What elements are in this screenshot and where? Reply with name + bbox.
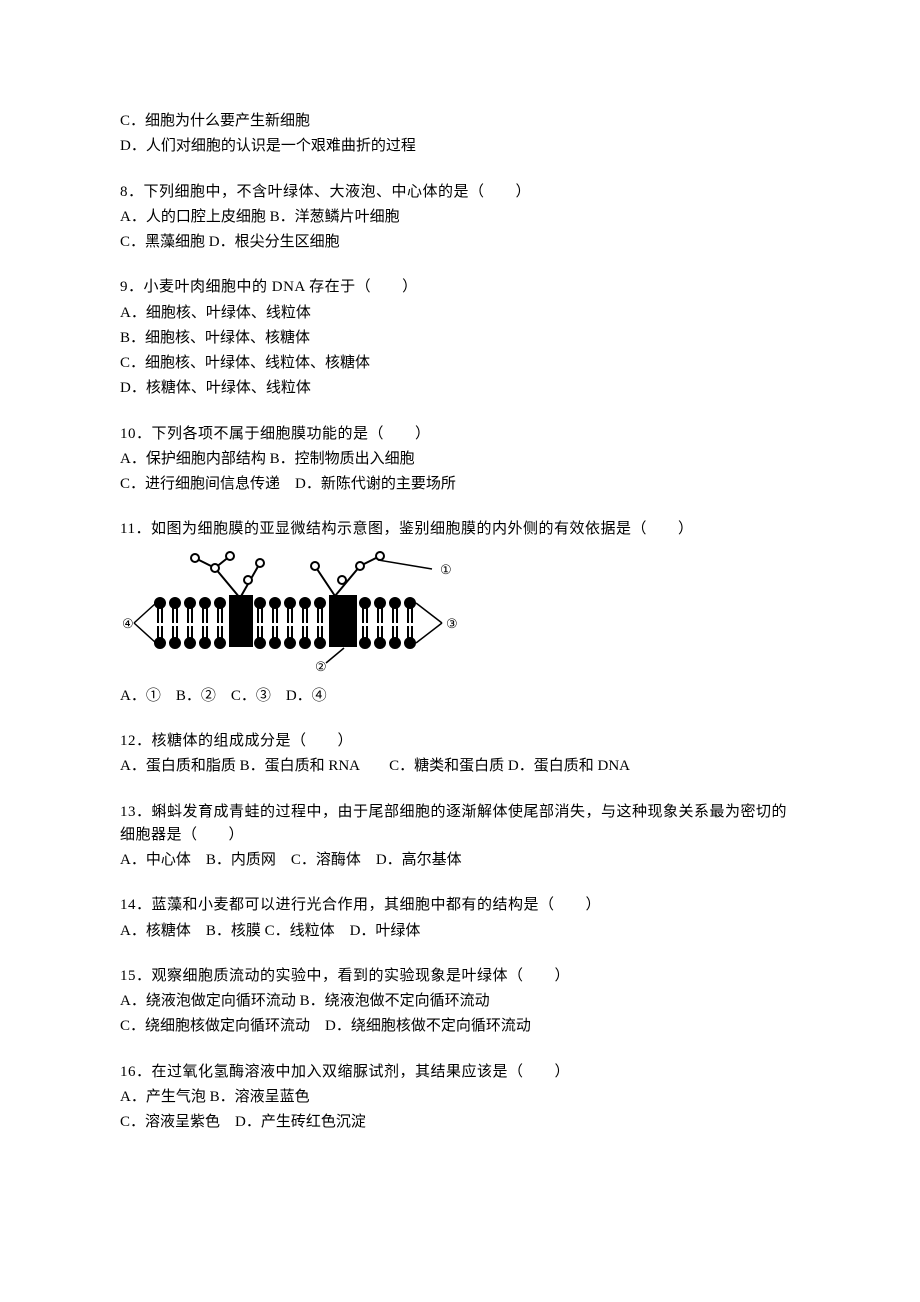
option-line: A．核糖体 B．核膜 C．线粒体 D．叶绿体 (120, 920, 800, 943)
question-stem: 10．下列各项不属于细胞膜功能的是（ ） (120, 423, 800, 446)
question-11: 11．如图为细胞膜的亚显微结构示意图，鉴别细胞膜的内外侧的有效依据是（ ） (120, 518, 800, 708)
question-stem: 13．蝌蚪发育成青蛙的过程中，由于尾部细胞的逐渐解体使尾部消失，与这种现象关系最… (120, 801, 800, 848)
option-line: C．细胞核、叶绿体、线粒体、核糖体 (120, 352, 800, 375)
question-13: 13．蝌蚪发育成青蛙的过程中，由于尾部细胞的逐渐解体使尾部消失，与这种现象关系最… (120, 801, 800, 873)
option-line: A．绕液泡做定向循环流动 B．绕液泡做不定向循环流动 (120, 990, 800, 1013)
option-line: A．保护细胞内部结构 B．控制物质出入细胞 (120, 448, 800, 471)
question-stem: 14．蓝藻和小麦都可以进行光合作用，其细胞中都有的结构是（ ） (120, 894, 800, 917)
option-line: C．溶液呈紫色 D．产生砖红色沉淀 (120, 1111, 800, 1134)
question-8: 8．下列细胞中，不含叶绿体、大液泡、中心体的是（ ） A．人的口腔上皮细胞 B．… (120, 181, 800, 255)
question-12: 12．核糖体的组成成分是（ ） A．蛋白质和脂质 B．蛋白质和 RNA C．糖类… (120, 730, 800, 779)
option-line: C．黑藻细胞 D．根尖分生区细胞 (120, 231, 800, 254)
question-7-tail: C．细胞为什么要产生新细胞 D．人们对细胞的认识是一个艰难曲折的过程 (120, 110, 800, 159)
svg-text:②: ② (315, 659, 327, 673)
question-stem: 15．观察细胞质流动的实验中，看到的实验现象是叶绿体（ ） (120, 965, 800, 988)
question-stem: 9．小麦叶肉细胞中的 DNA 存在于（ ） (120, 276, 800, 299)
svg-text:③: ③ (446, 616, 458, 631)
option-line: C．进行细胞间信息传递 D．新陈代谢的主要场所 (120, 473, 800, 496)
option-line: A．蛋白质和脂质 B．蛋白质和 RNA C．糖类和蛋白质 D．蛋白质和 DNA (120, 755, 800, 778)
svg-text:④: ④ (122, 616, 134, 631)
membrane-diagram: ① (120, 548, 800, 681)
question-16: 16．在过氧化氢酶溶液中加入双缩脲试剂，其结果应该是（ ） A．产生气泡 B．溶… (120, 1061, 800, 1135)
question-stem: 12．核糖体的组成成分是（ ） (120, 730, 800, 753)
option-line: D．核糖体、叶绿体、线粒体 (120, 377, 800, 400)
option-d: D．人们对细胞的认识是一个艰难曲折的过程 (120, 135, 800, 158)
option-line: A．产生气泡 B．溶液呈蓝色 (120, 1086, 800, 1109)
membrane-svg: ① (120, 548, 460, 673)
question-stem: 16．在过氧化氢酶溶液中加入双缩脲试剂，其结果应该是（ ） (120, 1061, 800, 1084)
question-9: 9．小麦叶肉细胞中的 DNA 存在于（ ） A．细胞核、叶绿体、线粒体 B．细胞… (120, 276, 800, 400)
option-line: B．细胞核、叶绿体、核糖体 (120, 327, 800, 350)
option-line: A．细胞核、叶绿体、线粒体 (120, 302, 800, 325)
option-line: A．人的口腔上皮细胞 B．洋葱鳞片叶细胞 (120, 206, 800, 229)
option-line: A．中心体 B．内质网 C．溶酶体 D．高尔基体 (120, 849, 800, 872)
option-line: C．绕细胞核做定向循环流动 D．绕细胞核做不定向循环流动 (120, 1015, 800, 1038)
question-15: 15．观察细胞质流动的实验中，看到的实验现象是叶绿体（ ） A．绕液泡做定向循环… (120, 965, 800, 1039)
question-stem: 8．下列细胞中，不含叶绿体、大液泡、中心体的是（ ） (120, 181, 800, 204)
question-stem: 11．如图为细胞膜的亚显微结构示意图，鉴别细胞膜的内外侧的有效依据是（ ） (120, 518, 800, 541)
question-14: 14．蓝藻和小麦都可以进行光合作用，其细胞中都有的结构是（ ） A．核糖体 B．… (120, 894, 800, 943)
option-line: A．① B．② C．③ D．④ (120, 685, 800, 708)
option-c: C．细胞为什么要产生新细胞 (120, 110, 800, 133)
svg-text:①: ① (440, 562, 452, 577)
exam-page: C．细胞为什么要产生新细胞 D．人们对细胞的认识是一个艰难曲折的过程 8．下列细… (0, 0, 920, 1302)
question-10: 10．下列各项不属于细胞膜功能的是（ ） A．保护细胞内部结构 B．控制物质出入… (120, 423, 800, 497)
